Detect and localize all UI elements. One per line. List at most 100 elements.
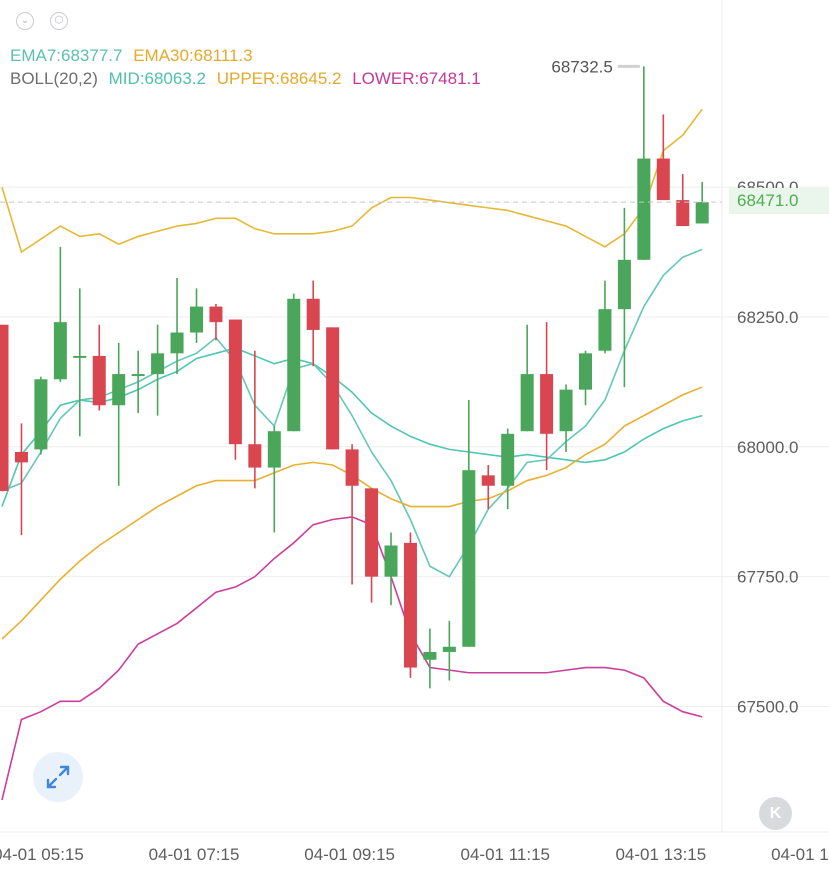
- candle-body: [131, 374, 145, 377]
- skip-to-latest-icon: K: [769, 805, 782, 822]
- candle: [209, 303, 223, 341]
- candle-body: [92, 355, 106, 406]
- candle: [112, 342, 126, 486]
- candle: [656, 114, 670, 201]
- indicator-settings-button[interactable]: ⬡: [50, 12, 68, 30]
- grid-lines: [0, 0, 829, 833]
- fullscreen-button[interactable]: [33, 752, 83, 802]
- y-tick-label: 67500.0: [737, 698, 798, 717]
- candle: [559, 384, 573, 452]
- candle: [579, 350, 592, 406]
- boll-lower-value: LOWER:67481.1: [352, 69, 481, 88]
- candle-body: [481, 475, 495, 486]
- candle-body: [112, 374, 126, 406]
- candle: [423, 628, 437, 689]
- candle-body: [345, 449, 359, 486]
- candle: [481, 464, 495, 510]
- x-tick-label: 04-01 11:15: [461, 845, 550, 864]
- candle: [637, 66, 651, 260]
- candle: [520, 324, 534, 432]
- candle-body: [0, 324, 9, 491]
- candle: [248, 350, 262, 489]
- scroll-to-latest-button[interactable]: K: [759, 797, 792, 830]
- candle: [131, 350, 145, 414]
- candle-body: [228, 319, 242, 445]
- candle: [190, 288, 203, 343]
- high-marker-label: 68732.5: [551, 57, 612, 76]
- candle-body: [676, 200, 690, 227]
- candle: [462, 400, 476, 647]
- candle: [267, 426, 281, 533]
- boll-legend: BOLL(20,2) MID:68063.2 UPPER:68645.2 LOW…: [10, 69, 487, 89]
- candle: [695, 181, 709, 224]
- collapse-indicators-button[interactable]: ⌄: [16, 12, 34, 30]
- candle-body: [501, 433, 515, 486]
- candle: [92, 324, 106, 411]
- candle: [287, 293, 301, 432]
- candle-body: [209, 306, 223, 323]
- y-tick-label: 67750.0: [737, 568, 798, 587]
- candle: [676, 174, 690, 227]
- series-line-upper: [1, 108, 703, 254]
- candle-body: [637, 158, 651, 260]
- x-tick-label: 04-01 13:15: [615, 845, 706, 864]
- candle-body: [34, 379, 48, 450]
- boll-upper-value: UPPER:68645.2: [216, 69, 342, 88]
- hexagon-gear-icon: ⬡: [54, 15, 64, 26]
- ema7-value: EMA7:68377.7: [10, 46, 123, 65]
- ema30-value: EMA30:68111.3: [133, 46, 253, 65]
- candle-body: [695, 202, 709, 224]
- candle: [73, 288, 87, 437]
- candle: [151, 324, 165, 416]
- candle-body: [326, 327, 340, 450]
- candle: [170, 277, 184, 375]
- extreme-markers: 68732.567534.9: [0, 57, 722, 203]
- y-tick-label: 68250.0: [737, 308, 798, 327]
- candle-body: [598, 309, 612, 351]
- candle: [34, 376, 48, 455]
- candle: [384, 532, 398, 606]
- axes: 67500.067750.068000.068250.068500.004-01…: [0, 178, 829, 864]
- candle: [0, 324, 9, 491]
- expand-arrows-icon: [46, 765, 70, 789]
- candle: [306, 280, 320, 367]
- candle-body: [151, 353, 165, 375]
- candle-body: [423, 651, 437, 660]
- candle: [345, 444, 359, 585]
- candle: [598, 280, 612, 354]
- candle-body: [403, 542, 417, 668]
- candle-body: [73, 355, 87, 358]
- candle-body: [248, 444, 262, 468]
- candle: [228, 319, 242, 460]
- candle-body: [365, 488, 379, 577]
- boll-params: BOLL(20,2): [10, 69, 98, 88]
- candle-body: [306, 298, 320, 330]
- candle: [365, 488, 379, 603]
- candle-body: [579, 353, 592, 390]
- chevron-down-icon: ⌄: [20, 15, 30, 26]
- candles: [0, 66, 709, 689]
- candle-body: [287, 298, 301, 432]
- ema-legend: EMA7:68377.7 EMA30:68111.3: [10, 46, 259, 66]
- candle-body: [267, 431, 281, 468]
- candle-body: [656, 158, 670, 201]
- candle: [403, 532, 417, 678]
- candle: [14, 423, 28, 536]
- x-tick-label: 04-01 09:15: [304, 845, 395, 864]
- candle-body: [442, 646, 456, 652]
- candle: [326, 327, 340, 450]
- candle-body: [617, 259, 631, 310]
- y-tick-label: 68000.0: [737, 438, 798, 457]
- candle: [442, 620, 456, 681]
- x-tick-label: 04-01 07:15: [149, 845, 240, 864]
- candle-body: [53, 322, 67, 380]
- boll-mid-value: MID:68063.2: [108, 69, 206, 88]
- candle-body: [559, 389, 573, 432]
- candle: [540, 322, 554, 471]
- candle: [501, 428, 515, 510]
- x-tick-label: 04-01 15:15: [771, 845, 829, 864]
- candle: [53, 246, 67, 382]
- candle-body: [190, 306, 203, 333]
- candle-body: [14, 451, 28, 463]
